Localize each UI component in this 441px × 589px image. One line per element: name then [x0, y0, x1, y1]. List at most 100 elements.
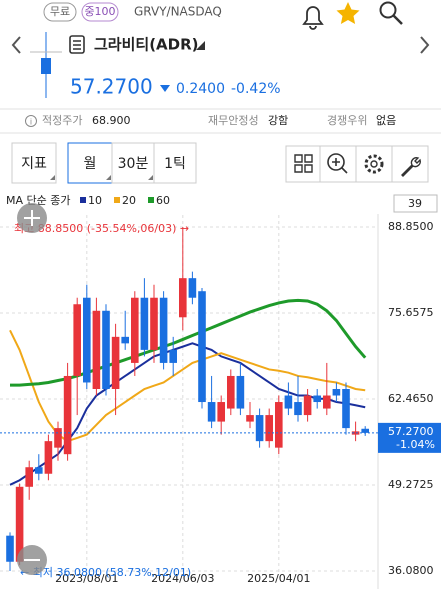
candle-body: [6, 535, 14, 562]
candle-body: [294, 402, 302, 416]
candle-body: [131, 297, 139, 363]
info-label: 경쟁우위: [327, 114, 367, 127]
candle-body: [351, 431, 360, 435]
candle-body: [44, 441, 53, 474]
zoom-icon: [332, 158, 348, 174]
doc-icon[interactable]: [69, 35, 85, 54]
candle-body: [35, 467, 43, 474]
candle-body: [303, 395, 312, 416]
zoom-in-button: [24, 210, 40, 226]
candle-body: [54, 428, 62, 448]
prev-button[interactable]: [11, 36, 21, 54]
candle-body: [63, 375, 72, 455]
candle-body: [25, 467, 33, 487]
tool-label: 월: [84, 156, 97, 172]
badge-box: [43, 2, 77, 22]
candle-body: [73, 304, 81, 376]
candle-body: [150, 297, 158, 350]
candle-body: [255, 415, 264, 442]
badge: 무료: [50, 5, 70, 18]
ticker: GRVY/NASDAQ: [134, 5, 222, 19]
candle-body: [83, 297, 91, 383]
candle-body: [92, 310, 101, 389]
y-tick-label: 75.6575: [388, 306, 434, 319]
search-icon: [392, 14, 403, 25]
candle-body: [361, 428, 369, 433]
info-label: 재무안정성: [208, 114, 259, 127]
last-price: 57.2700: [388, 425, 434, 438]
candle-body: [342, 388, 350, 429]
tool-label: 1틱: [164, 156, 186, 172]
tool-button[interactable]: [355, 145, 393, 183]
candle-body: [102, 310, 110, 389]
last-price-box: [378, 422, 441, 453]
legend-title: MA 단순 종가: [6, 194, 71, 207]
high-label: 최고 88.8500 (-35.54%,06/03) →: [14, 222, 189, 235]
candle-body: [15, 486, 24, 562]
tool-label: 30분: [118, 156, 149, 172]
tool-button[interactable]: [285, 145, 321, 183]
candle-body: [236, 375, 245, 409]
info-value: 강함: [268, 114, 288, 127]
price-change-pct: -0.42%: [231, 81, 281, 97]
candle-body: [284, 395, 293, 409]
y-tick-label: 62.4650: [388, 392, 434, 405]
bell-icon[interactable]: [302, 6, 324, 30]
info-value: 68.900: [92, 114, 131, 127]
mini-candle: [41, 58, 51, 74]
y-tick-label: 88.8500: [388, 220, 434, 233]
x-tick-label: 2024/06/03: [151, 572, 214, 585]
zoom-icon: [327, 153, 345, 171]
y-tick-label: 49.2725: [388, 478, 434, 491]
x-tick-label: 2023/08/01: [55, 572, 118, 585]
legend-label: 10: [88, 194, 102, 207]
candle-body: [332, 388, 341, 396]
price-change: 0.2400: [176, 81, 225, 97]
info-label: 적정주가: [42, 114, 82, 127]
candle-body: [313, 395, 321, 403]
count-box[interactable]: [393, 194, 438, 213]
candle-body: [111, 336, 120, 389]
dropdown-icon: [196, 41, 205, 50]
candle-body: [169, 349, 177, 363]
grid-icon: [294, 154, 313, 173]
legend-swatch: [80, 197, 86, 203]
next-button[interactable]: [420, 36, 430, 54]
candle-body: [227, 375, 235, 409]
tool-button[interactable]: [67, 142, 113, 184]
candle-body: [275, 402, 283, 448]
legend-swatch: [114, 197, 120, 203]
legend-label: 60: [156, 194, 170, 207]
y-tick-label: 36.0800: [388, 564, 434, 577]
candle-body: [159, 297, 168, 363]
tool-button[interactable]: [391, 145, 429, 183]
down-arrow: [160, 85, 170, 92]
badge: 중100: [84, 5, 115, 18]
candle-body: [207, 402, 216, 422]
x-tick-label: 2025/04/01: [247, 572, 310, 585]
gear-icon: [370, 160, 378, 168]
candle-body: [179, 278, 187, 318]
legend-swatch: [148, 197, 154, 203]
candle-body: [246, 415, 254, 422]
candle-body: [323, 395, 331, 409]
candle-body: [121, 336, 129, 344]
tool-button[interactable]: [319, 145, 357, 183]
tool-label: 지표: [21, 156, 47, 172]
stock-name[interactable]: 그라비티(ADR): [94, 36, 199, 54]
candle-body: [140, 297, 149, 350]
tool-button[interactable]: [11, 142, 57, 184]
legend-label: 20: [122, 194, 136, 207]
gear-icon: [364, 154, 384, 174]
wrench-icon: [401, 157, 421, 177]
star-icon[interactable]: [336, 2, 360, 24]
tool-button[interactable]: [153, 142, 197, 184]
badge-box: [81, 2, 119, 22]
candle-body: [198, 291, 206, 403]
candle-body: [217, 402, 225, 422]
info-icon[interactable]: [25, 115, 37, 127]
tool-button[interactable]: [111, 142, 155, 184]
search-icon[interactable]: [379, 1, 397, 19]
